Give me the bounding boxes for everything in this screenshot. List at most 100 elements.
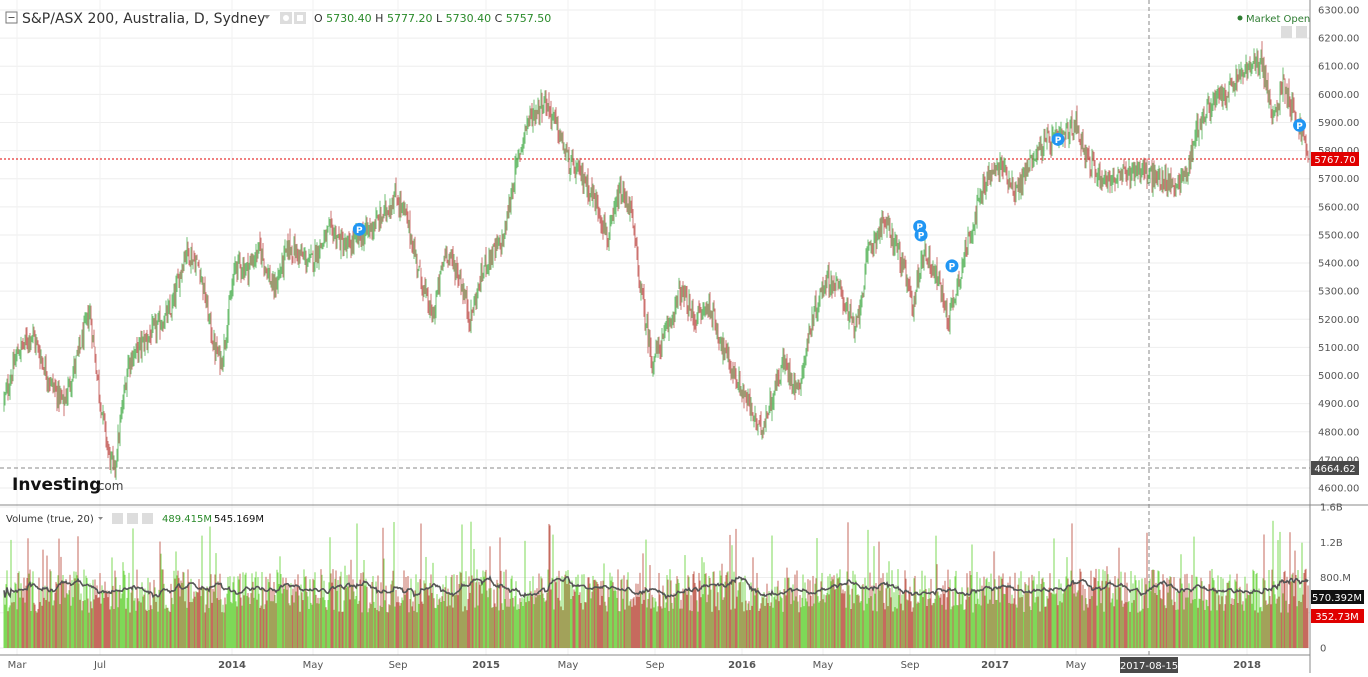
volume-bar [678, 582, 680, 648]
volume-tick-label: 1.6B [1320, 503, 1343, 514]
settings-icon[interactable] [127, 513, 138, 524]
volume-bar [455, 594, 457, 648]
p-marker-badge[interactable]: P [1293, 118, 1307, 132]
arrow-up-icon[interactable] [1281, 26, 1292, 38]
volume-bar [543, 598, 545, 648]
volume-tick-label: 0 [1320, 644, 1326, 655]
volume-bar [282, 577, 284, 648]
price-tick-label: 5600.00 [1318, 202, 1359, 213]
volume-bar [664, 607, 666, 648]
volume-bar [1058, 579, 1060, 648]
volume-bar [1096, 605, 1098, 648]
volume-bar [737, 590, 739, 648]
volume-bar [875, 583, 877, 648]
volume-bar [1286, 576, 1288, 648]
svg-text:Volume (true, 20): Volume (true, 20) [6, 514, 94, 525]
volume-bar [1298, 600, 1300, 648]
volume-bar [301, 592, 303, 648]
p-marker-badge[interactable]: P [945, 259, 959, 273]
svg-text:4664.62: 4664.62 [1314, 464, 1355, 475]
volume-bar [327, 600, 329, 648]
volume-bars-group [3, 520, 1309, 648]
volume-bar [91, 608, 93, 648]
volume-bar [1258, 588, 1260, 648]
volume-bar [1023, 611, 1025, 648]
volume-bar [857, 594, 859, 648]
volume-bar [750, 582, 752, 648]
volume-bar [1126, 582, 1128, 648]
volume-bar [192, 598, 194, 648]
volume-bar [876, 611, 878, 648]
volume-bar [507, 589, 509, 648]
volume-bar [1249, 591, 1251, 648]
settings-icon[interactable] [294, 12, 306, 24]
volume-bar [566, 583, 568, 648]
volume-bar [57, 575, 59, 648]
volume-bar [106, 590, 108, 648]
volume-bar [1147, 608, 1149, 648]
volume-bar [696, 600, 698, 648]
volume-bar [954, 576, 956, 648]
p-marker-badge[interactable]: P [352, 222, 366, 236]
volume-bar [210, 574, 212, 648]
volume-bar [289, 605, 291, 648]
price-tick-label: 5800.00 [1318, 146, 1359, 157]
price-axis[interactable]: 6300.00 6200.00 6100.00 6000.00 5900.00 5800.… [1318, 6, 1359, 495]
volume-bar [1061, 602, 1063, 648]
chevron-down-icon[interactable] [98, 517, 103, 520]
volume-bar [1270, 604, 1272, 648]
volume-bar [947, 569, 949, 648]
volume-bar [183, 572, 185, 648]
volume-bar [923, 590, 925, 648]
volume-bar [1128, 600, 1130, 648]
volume-bar [574, 591, 576, 648]
volume-bar [453, 574, 455, 648]
volume-bar [987, 603, 989, 648]
volume-bar [970, 575, 972, 648]
current-price-label: 5767.70 [1311, 152, 1359, 166]
arrow-down-icon[interactable] [1296, 26, 1307, 38]
volume-bar [4, 604, 6, 648]
volume-bar [250, 593, 252, 648]
volume-bar [99, 573, 101, 648]
eye-icon[interactable] [280, 12, 292, 24]
svg-text:.com: .com [94, 479, 123, 493]
close-icon[interactable] [142, 513, 153, 524]
volume-bar [431, 592, 433, 648]
volume-bar [550, 589, 552, 648]
volume-bar [256, 599, 258, 648]
volume-bar [1255, 574, 1257, 648]
chevron-down-icon[interactable] [264, 15, 270, 19]
volume-bar [837, 578, 839, 648]
volume-bar [816, 538, 818, 648]
volume-bar [275, 603, 277, 648]
volume-bar [83, 569, 85, 648]
volume-bar [1243, 610, 1245, 648]
volume-bar [1196, 576, 1198, 648]
volume-bar [468, 576, 470, 648]
volume-bar [1220, 576, 1222, 648]
volume-bar [745, 600, 747, 648]
volume-bar [633, 597, 635, 648]
eye-icon[interactable] [112, 513, 123, 524]
volume-bar [959, 594, 961, 648]
volume-bar [411, 606, 413, 648]
volume-bar [52, 605, 54, 648]
p-marker-badge[interactable]: P [914, 228, 928, 242]
volume-bar [423, 580, 425, 648]
volume-bar [370, 604, 372, 648]
p-marker-badge[interactable]: P [1051, 132, 1065, 146]
volume-bar [1193, 536, 1195, 648]
price-tick-label: 5900.00 [1318, 118, 1359, 129]
volume-bar [1109, 579, 1111, 648]
volume-bar [723, 597, 725, 648]
volume-bar [1171, 599, 1173, 648]
volume-bar [1157, 570, 1159, 648]
volume-bar [1012, 603, 1014, 648]
volume-bar [1274, 594, 1276, 648]
volume-bar [663, 592, 665, 648]
volume-bar [73, 571, 75, 648]
time-tick-label: May [558, 660, 579, 671]
time-axis[interactable]: Mar Jul 2014 May Sep 2015 May Sep 2016 May Sep 2017… [8, 660, 1261, 671]
